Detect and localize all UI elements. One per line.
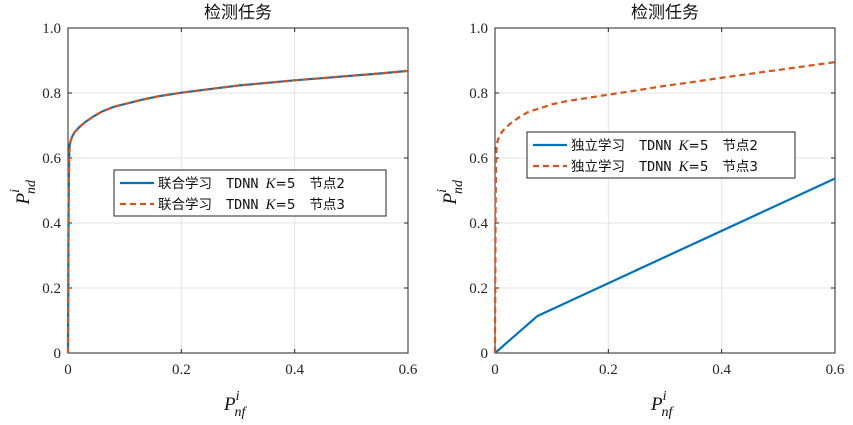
y-tick-label: 0.6 — [42, 151, 61, 167]
legend-box — [526, 131, 796, 179]
legend: 独立学习 TDNN K=5 节点2 独立学习 TDNN K=5 节点3 — [526, 131, 796, 179]
legend-entry-label: 联合学习 TDNN K=5 节点2 — [158, 176, 345, 192]
x-tick-label: 0.2 — [599, 362, 618, 378]
y-tick-label: 0.6 — [469, 151, 488, 167]
x-axis-label: Pi nf — [650, 389, 675, 420]
x-tick-label: 0 — [64, 362, 72, 378]
chart-panel-2: 0 0.2 0.4 0.6 0 0.2 0.4 0.6 0.8 1.0 检测任务 Pi nf Pind 独立… — [435, 3, 845, 420]
y-tick-label: 1.0 — [469, 21, 488, 37]
y-tick-label: 0.2 — [42, 281, 61, 297]
x-tick-label: 0.4 — [285, 362, 304, 378]
x-tick-label: 0.6 — [826, 362, 845, 378]
legend-entry-label: 独立学习 TDNN K=5 节点3 — [571, 159, 758, 175]
y-tick-label: 0.4 — [42, 216, 61, 232]
y-axis-label: Pind — [435, 179, 466, 206]
y-axis-label: Pind — [8, 179, 39, 206]
legend-entry-label: 独立学习 TDNN K=5 节点2 — [571, 138, 758, 154]
legend-entry-label: 联合学习 TDNN K=5 节点3 — [158, 197, 345, 213]
series-line-2 — [66, 69, 409, 354]
y-tick-label: 0.8 — [42, 86, 61, 102]
legend: 联合学习 TDNN K=5 节点2 联合学习 TDNN K=5 节点3 — [113, 169, 387, 217]
x-tick-label: 0.2 — [172, 362, 191, 378]
y-tick-label: 0 — [54, 346, 62, 362]
y-tick-label: 0.2 — [469, 281, 488, 297]
y-tick-label: 1.0 — [42, 21, 61, 37]
legend-box — [113, 169, 387, 217]
chart-panel-1: 0 0.2 0.4 0.6 0 0.2 0.4 0.6 0.8 1.0 检测任务 Pi nf Pind 联合… — [8, 3, 418, 420]
series-line-2 — [493, 61, 836, 354]
chart-title: 检测任务 — [631, 3, 699, 23]
y-tick-label: 0.4 — [469, 216, 488, 232]
x-tick-label: 0.6 — [399, 362, 418, 378]
chart-title: 检测任务 — [204, 3, 272, 23]
x-tick-label: 0.4 — [712, 362, 731, 378]
y-tick-label: 0.8 — [469, 86, 488, 102]
y-tick-label: 0 — [481, 346, 489, 362]
x-axis-label: Pi nf — [223, 389, 248, 420]
series-line-1 — [494, 177, 836, 354]
axes-frame — [494, 27, 836, 354]
x-tick-label: 0 — [491, 362, 499, 378]
